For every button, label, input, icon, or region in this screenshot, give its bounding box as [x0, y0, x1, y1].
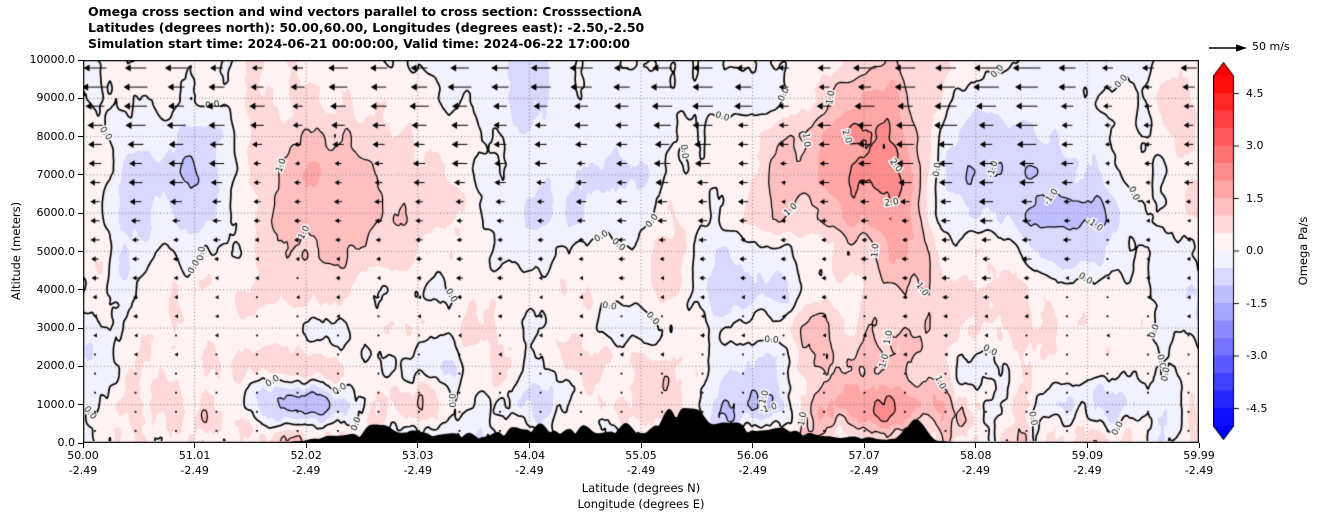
- colorbar-tick-label: -3.0: [1246, 349, 1268, 362]
- y-tick-mark: [78, 289, 83, 291]
- chart-title: Omega cross section and wind vectors par…: [88, 4, 642, 19]
- x-tick-mark: [1198, 443, 1200, 448]
- y-tick-mark: [78, 251, 83, 252]
- x-tick-label-longitude: -2.49: [961, 464, 991, 477]
- x-tick-label-longitude: -2.49: [626, 464, 656, 477]
- y-tick-label: 5000.0: [36, 244, 76, 258]
- chart-subtitle-region: Latitudes (degrees north): 50.00,60.00, …: [88, 20, 645, 35]
- colorbar-label: Omega Pa/s: [1296, 216, 1310, 286]
- x-tick-label-latitude: 59.09: [1071, 449, 1104, 462]
- y-tick-mark: [78, 365, 83, 367]
- x-tick-mark: [417, 443, 419, 448]
- colorbar: [1213, 62, 1240, 441]
- x-axis-label-longitude: Longitude (degrees E): [577, 497, 705, 511]
- wind-reference-label: 50 m/s: [1252, 40, 1290, 53]
- colorbar-tick-label: 4.5: [1246, 86, 1264, 100]
- y-tick-mark: [78, 327, 83, 329]
- y-tick-label: 0.0: [57, 436, 76, 449]
- y-tick-mark: [78, 174, 83, 176]
- x-tick-label-longitude: -2.49: [738, 464, 767, 477]
- x-tick-label-latitude: 59.99: [1183, 449, 1215, 462]
- y-tick-mark: [78, 212, 83, 214]
- x-tick-mark: [305, 443, 307, 448]
- y-tick-mark: [78, 97, 83, 99]
- y-tick-label: 3000.0: [36, 321, 76, 335]
- colorbar-tick-label: 3.0: [1246, 139, 1264, 152]
- y-tick-label: 9000.0: [36, 91, 76, 105]
- x-tick-label-longitude: -2.49: [403, 464, 433, 477]
- x-tick-label-longitude: -2.49: [68, 464, 98, 477]
- x-tick-label-latitude: 51.01: [178, 449, 211, 462]
- y-tick-label: 7000.0: [36, 167, 76, 181]
- omega-contour-plot: [83, 60, 1199, 443]
- x-tick-label-latitude: 55.05: [625, 449, 657, 462]
- x-tick-mark: [194, 443, 196, 448]
- x-tick-mark: [1086, 443, 1088, 448]
- colorbar-tick-label: 1.5: [1246, 191, 1264, 205]
- colorbar-tick-label: -1.5: [1246, 296, 1268, 310]
- y-tick-label: 8000.0: [36, 129, 76, 143]
- y-tick-label: 4000.0: [36, 282, 76, 296]
- x-tick-label-latitude: 54.04: [513, 449, 546, 462]
- x-tick-mark: [640, 443, 642, 448]
- chart-subtitle-time: Simulation start time: 2024-06-21 00:00:…: [88, 36, 630, 51]
- y-tick-mark: [78, 59, 83, 61]
- x-tick-label-latitude: 50.00: [67, 449, 99, 462]
- x-tick-label-longitude: -2.49: [291, 464, 321, 477]
- y-tick-label: 1000.0: [36, 397, 76, 411]
- y-tick-mark: [78, 136, 83, 138]
- x-tick-mark: [863, 443, 865, 448]
- x-tick-mark: [82, 443, 84, 448]
- x-tick-mark: [975, 443, 977, 448]
- x-tick-label-longitude: -2.49: [1073, 464, 1102, 477]
- y-tick-mark: [78, 404, 83, 406]
- x-tick-label-longitude: -2.49: [180, 464, 209, 477]
- x-tick-label-latitude: 52.02: [290, 449, 322, 462]
- x-tick-mark: [752, 443, 754, 448]
- x-tick-label-longitude: -2.49: [1184, 464, 1214, 477]
- y-tick-mark: [78, 442, 83, 444]
- y-tick-label: 10000.0: [29, 53, 76, 66]
- x-tick-label-latitude: 56.06: [736, 449, 769, 462]
- x-axis-label-latitude: Latitude (degrees N): [581, 481, 701, 495]
- x-tick-label-latitude: 58.08: [960, 449, 992, 462]
- colorbar-tick-label: -4.5: [1246, 401, 1268, 415]
- colorbar-tick-label: 0.0: [1246, 244, 1264, 257]
- x-tick-label-longitude: -2.49: [515, 464, 544, 477]
- x-tick-label-latitude: 57.07: [848, 449, 880, 462]
- y-tick-label: 6000.0: [36, 206, 76, 220]
- x-tick-label-latitude: 53.03: [402, 449, 434, 462]
- x-tick-mark: [528, 443, 530, 448]
- wind-reference-arrow-icon: [1209, 44, 1247, 52]
- y-tick-label: 2000.0: [36, 359, 76, 373]
- x-tick-label-longitude: -2.49: [849, 464, 879, 477]
